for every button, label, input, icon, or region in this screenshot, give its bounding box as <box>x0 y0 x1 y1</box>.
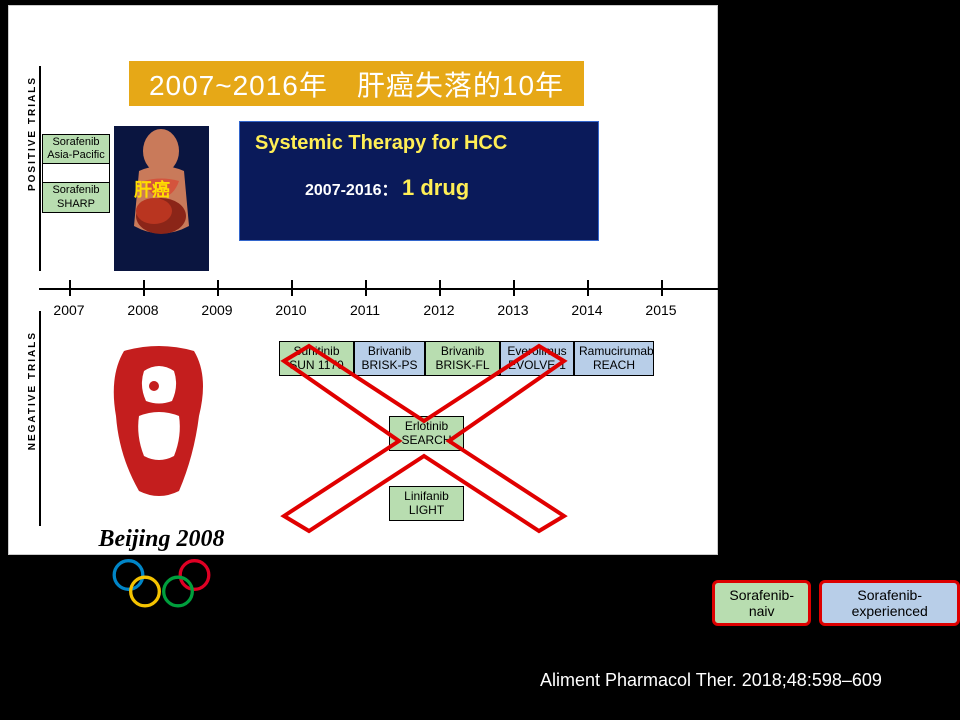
year-2013: 2013 <box>497 302 528 318</box>
tick-2014 <box>587 280 589 296</box>
y-axis-positive: POSITIVE TRIALS <box>27 76 38 191</box>
title-banner: 2007~2016年 肝癌失落的10年 <box>129 61 584 106</box>
year-2015: 2015 <box>645 302 676 318</box>
year-2007: 2007 <box>53 302 84 318</box>
year-2014: 2014 <box>571 302 602 318</box>
axis-line-top <box>39 66 41 271</box>
y-axis-negative: NEGATIVE TRIALS <box>27 331 38 450</box>
year-2011: 2011 <box>350 302 380 318</box>
anatomy-image: 肝癌 <box>114 126 209 271</box>
olympic-rings-icon <box>84 553 239 608</box>
trial-sorafenib-sharp: Sorafenib SHARP <box>42 182 110 212</box>
year-2012: 2012 <box>423 302 454 318</box>
trial-ramucirumab: RamucirumabREACH <box>574 341 654 376</box>
trial-brivanib: BrivanibBRISK-PS <box>354 341 425 376</box>
trial-brivanib: BrivanibBRISK-FL <box>425 341 500 376</box>
tick-2013 <box>513 280 515 296</box>
positive-trials-stack: Sorafenib Asia-Pacific Sorafenib SHARP <box>42 134 110 213</box>
trial-sorafenib-ap: Sorafenib Asia-Pacific <box>42 134 110 164</box>
beijing-2008-logo: Beijing 2008 <box>84 336 239 616</box>
trial-linifanib: LinifanibLIGHT <box>389 486 464 521</box>
tick-2011 <box>365 280 367 296</box>
legend: Sorafenib-naiv Sorafenib-experienced <box>712 580 960 626</box>
tick-2009 <box>217 280 219 296</box>
tick-2010 <box>291 280 293 296</box>
year-2009: 2009 <box>201 302 232 318</box>
trial-erlotinib: ErlotinibSEARCH <box>389 416 464 451</box>
tick-2008 <box>143 280 145 296</box>
beijing-text: Beijing 2008 <box>84 526 239 553</box>
systemic-therapy-panel: Systemic Therapy for HCC 2007-2016： 1 dr… <box>239 121 599 241</box>
tick-2015 <box>661 280 663 296</box>
anatomy-label: 肝癌 <box>134 176 170 202</box>
legend-naive: Sorafenib-naiv <box>712 580 811 626</box>
panel-line2: 2007-2016： 1 drug <box>305 175 583 201</box>
tick-2007 <box>69 280 71 296</box>
timeline-axis <box>39 288 719 290</box>
year-2008: 2008 <box>127 302 158 318</box>
tick-2012 <box>439 280 441 296</box>
panel-line1: Systemic Therapy for HCC <box>255 132 583 155</box>
spacer <box>42 164 110 182</box>
trial-sunitinib: SunitinibSUN 1170 <box>279 341 354 376</box>
legend-experienced: Sorafenib-experienced <box>819 580 960 626</box>
slide-panel: 2007~2016年 肝癌失落的10年 Systemic Therapy for… <box>8 5 718 555</box>
citation: Aliment Pharmacol Ther. 2018;48:598–609 <box>540 670 882 691</box>
trial-everolimus: EverolimusEVOLVE-1 <box>500 341 574 376</box>
axis-line-bottom <box>39 311 41 526</box>
year-2010: 2010 <box>275 302 306 318</box>
